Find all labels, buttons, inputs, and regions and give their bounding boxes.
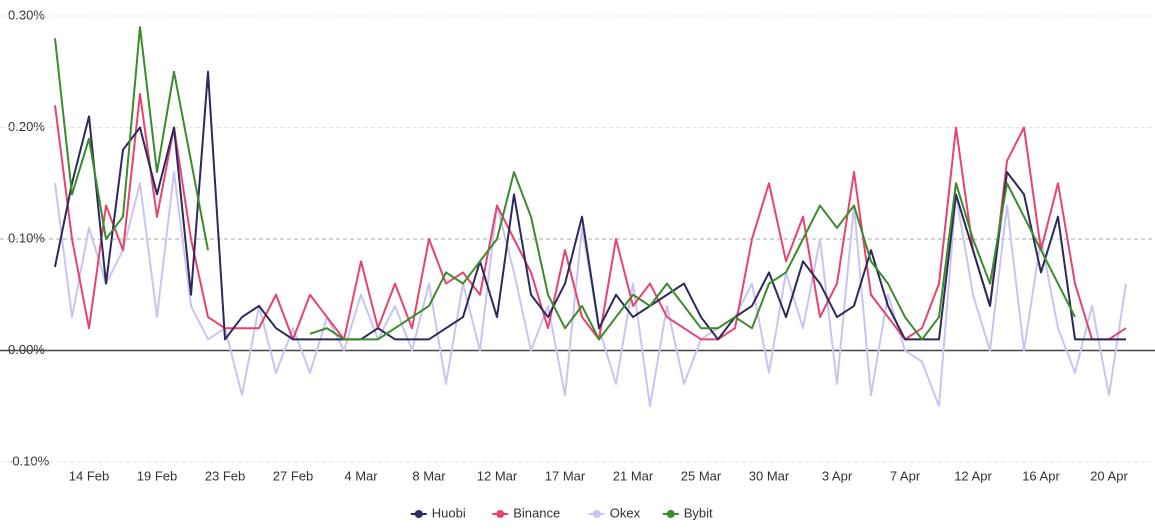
x-tick-label: 4 Mar: [344, 468, 378, 483]
legend-marker: [592, 510, 601, 518]
x-tick-label: 25 Mar: [681, 468, 722, 483]
legend-item: Bybit: [662, 505, 713, 520]
legend-marker: [414, 510, 423, 518]
x-tick-label: 27 Feb: [273, 468, 313, 483]
y-tick-label: 0.30%: [8, 7, 45, 22]
legend-item: Huobi: [410, 505, 466, 520]
legend-marker: [666, 510, 675, 518]
series-line: [54, 26, 1076, 341]
legend-item: Okex: [588, 505, 641, 520]
series-line: [54, 70, 1126, 341]
x-tick-label: 14 Feb: [69, 468, 109, 483]
x-tick-label: 21 Mar: [613, 468, 654, 483]
legend-marker: [496, 510, 505, 518]
legend-label: Bybit: [684, 505, 713, 520]
y-tick-label: 0.20%: [8, 119, 45, 134]
x-tick-label: 8 Mar: [412, 468, 446, 483]
legend-label: Huobi: [432, 505, 466, 520]
x-tick-label: 16 Apr: [1022, 468, 1060, 483]
x-tick-label: 12 Apr: [954, 468, 992, 483]
legend-item: Binance: [492, 505, 560, 520]
legend-label: Okex: [610, 505, 641, 520]
x-tick-label: 7 Apr: [890, 468, 921, 483]
legend-label: Binance: [513, 505, 560, 520]
x-tick-label: 3 Apr: [822, 468, 853, 483]
y-tick-label: 0.10%: [8, 230, 45, 245]
x-tick-label: 20 Apr: [1090, 468, 1128, 483]
x-tick-label: 17 Mar: [545, 468, 586, 483]
x-tick-label: 23 Feb: [205, 468, 245, 483]
x-tick-label: 12 Mar: [477, 468, 518, 483]
y-tick-label: 0.00%: [8, 342, 45, 357]
y-tick-label: -0.10%: [8, 453, 50, 468]
x-tick-label: 30 Mar: [749, 468, 790, 483]
x-tick-label: 19 Feb: [137, 468, 177, 483]
